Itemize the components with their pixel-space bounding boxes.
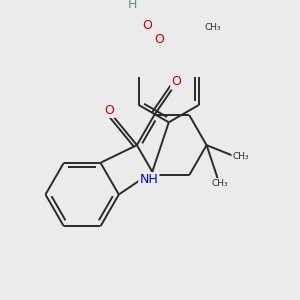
Text: CH₃: CH₃ [232,152,249,160]
Text: CH₃: CH₃ [211,179,228,188]
Text: NH: NH [140,173,158,186]
Text: O: O [104,104,114,117]
Text: O: O [154,34,164,46]
Text: O: O [142,19,152,32]
Text: O: O [171,76,181,88]
Text: H: H [128,0,137,11]
Text: CH₃: CH₃ [204,23,221,32]
